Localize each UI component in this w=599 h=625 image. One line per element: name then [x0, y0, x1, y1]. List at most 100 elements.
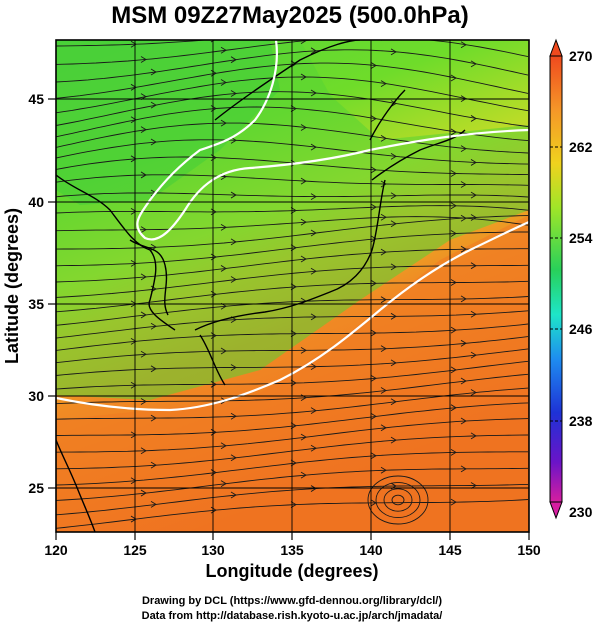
streamline-arrow — [140, 398, 147, 405]
streamline-arrow — [380, 296, 387, 304]
y-tick-label: 45 — [28, 91, 44, 107]
streamline-arrow — [380, 135, 387, 142]
streamline-arrow — [130, 259, 137, 267]
y-tick-label: 25 — [28, 480, 44, 496]
streamline-arrow — [220, 223, 227, 231]
streamline-arrow — [380, 345, 387, 353]
colorbar-top-arrow — [549, 38, 563, 57]
streamline-arrow — [300, 255, 307, 263]
y-tick-label: 40 — [28, 194, 44, 210]
streamline-arrow — [290, 379, 297, 387]
x-tick-label: 135 — [280, 542, 304, 558]
streamline-arrow — [450, 170, 457, 177]
streamline-arrow — [370, 235, 377, 243]
streamline-arrow — [370, 413, 377, 420]
streamline-arrow — [230, 238, 237, 246]
x-axis: 120 125 130 135 140 145 150 Longitude (d… — [44, 532, 541, 581]
x-tick-label: 130 — [201, 542, 225, 558]
streamline-arrow — [460, 145, 467, 152]
streamline-arrow — [310, 193, 317, 200]
streamline-arrow — [290, 244, 297, 252]
streamline-vortex — [383, 488, 413, 512]
x-tick-label: 145 — [438, 542, 462, 558]
streamline-arrow — [150, 101, 157, 109]
credit-data: Data from http://database.rish.kyoto-u.a… — [142, 610, 443, 622]
streamline-arrow — [470, 115, 477, 122]
streamline-arrow — [450, 404, 457, 412]
x-tick-label: 120 — [44, 542, 68, 558]
streamline-arrow — [380, 80, 387, 88]
streamline-arrow — [310, 267, 317, 275]
streamline-arrow — [130, 337, 137, 345]
streamline-arrow — [310, 229, 317, 237]
streamline-arrow — [140, 273, 147, 281]
streamline-arrow — [150, 414, 157, 422]
streamline-arrow — [290, 459, 297, 467]
streamline-arrow — [370, 62, 377, 69]
y-axis: 25 30 35 40 45 Latitude (degrees) — [2, 91, 56, 496]
y-axis-label: Latitude (degrees) — [2, 208, 22, 364]
isotherm-south — [56, 220, 529, 412]
streamline-arrow — [150, 138, 157, 146]
streamline-arrow — [130, 83, 137, 91]
streamline-arrow — [470, 351, 477, 359]
streamline-arrow — [150, 365, 157, 373]
streamline-arrow — [370, 115, 377, 123]
streamline-arrow — [290, 207, 297, 214]
streamline-arrow — [230, 191, 237, 199]
streamline-arrow — [470, 191, 477, 199]
streamline-arrow — [450, 366, 457, 374]
streamline-arrow — [450, 279, 457, 286]
colorbar-tick-label: 262 — [569, 139, 593, 155]
streamline-arrow — [450, 449, 457, 456]
streamline-arrow — [310, 485, 317, 492]
colorbar: 270 262 254 246 238 230 — [549, 38, 593, 520]
streamline-arrow — [390, 398, 397, 406]
streamline-arrow — [450, 74, 457, 82]
streamline-arrow — [230, 364, 237, 371]
streamline-vortex — [391, 494, 405, 506]
streamline-arrow — [390, 312, 397, 320]
streamline-arrow — [130, 477, 137, 485]
streamline-arrow — [290, 105, 297, 112]
streamline-arrow — [220, 119, 227, 127]
streamline-arrow — [370, 374, 377, 382]
korean-peninsula — [129, 239, 169, 316]
streamline-arrow — [470, 482, 477, 489]
streamline-arrow — [230, 90, 237, 97]
streamline-arrow — [460, 465, 467, 473]
streamline-arrow — [300, 124, 307, 131]
streamline-arrow — [150, 500, 157, 508]
streamline-arrow — [310, 47, 317, 55]
streamline-arrow — [300, 73, 307, 81]
streamline-arrow — [390, 100, 397, 107]
sakhalin-coast — [369, 89, 406, 141]
x-tick-label: 150 — [517, 542, 541, 558]
streamline-arrow — [300, 177, 307, 185]
streamline-arrow — [220, 442, 227, 450]
streamline-arrow — [460, 245, 467, 253]
streamline-arrow — [460, 181, 467, 188]
cold-region — [56, 40, 529, 400]
streamline-arrow — [130, 381, 137, 389]
streamline-arrow — [470, 60, 477, 68]
streamline-arrow — [140, 171, 147, 179]
streamline-vortex — [375, 481, 421, 519]
streamline-arrow — [220, 265, 227, 272]
streamline-arrow — [140, 447, 147, 455]
streamline-arrow — [470, 159, 477, 166]
streamline-arrow — [460, 339, 467, 347]
colorbar-tick-label: 246 — [569, 321, 593, 337]
streamline-arrow — [470, 214, 477, 221]
colorbar-tick-label: 230 — [569, 504, 593, 520]
streamline-arrow — [470, 310, 477, 318]
streamline-arrow — [370, 166, 377, 174]
x-tick-label: 140 — [359, 542, 383, 558]
streamline-arrow — [390, 220, 397, 228]
streamline-arrow — [460, 295, 467, 303]
streamline-arrow — [300, 218, 307, 226]
streamline-arrow — [230, 491, 237, 499]
streamline-arrow — [290, 60, 297, 68]
colorbar-tick-label: 254 — [569, 230, 593, 246]
